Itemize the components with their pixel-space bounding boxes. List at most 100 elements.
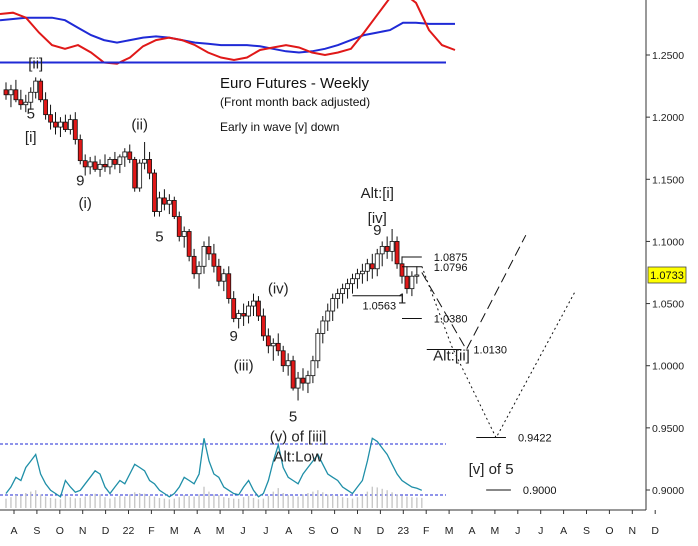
projection-paths (421, 234, 576, 439)
candle-body-up (325, 310, 331, 322)
candle-body-up (8, 89, 14, 96)
x-tick-label: J (240, 525, 245, 537)
candle (305, 370, 311, 394)
y-tick-label: 1.2000 (652, 112, 684, 124)
candle (28, 87, 34, 110)
candle-body-down (394, 241, 400, 265)
dotted-projection (421, 266, 576, 439)
x-tick-label: M (216, 525, 225, 537)
candle-body-up (107, 158, 113, 168)
x-tick-label: J (538, 525, 543, 537)
candle (394, 236, 400, 269)
candle (67, 114, 73, 135)
candle-body-up (246, 305, 251, 317)
candle-body-down (216, 265, 222, 282)
x-tick-label: N (629, 525, 637, 537)
level-label: 1.0563 (363, 301, 397, 313)
candle-body-up (285, 360, 291, 367)
candle (290, 355, 296, 391)
x-tick-label: M (445, 525, 454, 537)
wave-label: Alt:Low (273, 448, 322, 465)
candle (72, 112, 78, 145)
candle (33, 77, 39, 99)
candle (369, 253, 375, 279)
x-tick-label: A (560, 525, 567, 537)
oscillator-line (5, 437, 423, 498)
x-tick-label: O (331, 525, 339, 537)
blue-moving-average (0, 16, 455, 54)
candle-body-down (92, 161, 98, 170)
candle (345, 278, 350, 299)
candle-body-down (290, 360, 296, 389)
candle-body-up (374, 253, 380, 270)
y-tick-label: 0.9500 (652, 423, 684, 435)
candle (132, 156, 138, 192)
candle (142, 142, 148, 170)
candle-body-up (157, 197, 162, 213)
wave-label: 5 (289, 409, 297, 426)
candle (384, 236, 390, 259)
wave-label: 1 (398, 291, 406, 308)
candle (265, 328, 271, 354)
last-price-label: 1.0733 (650, 270, 684, 282)
candle-body-up (58, 121, 63, 128)
candle (280, 345, 286, 372)
x-tick-label: S (33, 525, 40, 537)
wave-label: Alt:[ii] (433, 348, 470, 365)
candle (112, 151, 118, 170)
candle-body-down (186, 231, 192, 257)
wave-label: 5 (155, 228, 163, 245)
candle-body-up (359, 270, 365, 275)
x-tick-label: D (377, 525, 385, 537)
candle (13, 79, 19, 103)
chart-subtitle: (Front month back adjusted) (220, 95, 370, 109)
candle-body-down (161, 197, 167, 205)
candle-body-down (112, 158, 118, 165)
x-tick-label: S (308, 525, 315, 537)
candle-body-down (265, 335, 271, 347)
candle-body-down (152, 172, 157, 212)
y-tick-label: 1.1500 (652, 174, 684, 186)
candle (166, 194, 172, 215)
candle-body-up (389, 241, 395, 252)
candle-body-up (320, 320, 326, 334)
candle (310, 355, 316, 384)
candle (325, 303, 331, 331)
candle-body-up (355, 273, 360, 280)
level-label: 1.0130 (473, 345, 507, 357)
candle (285, 353, 291, 376)
candle-body-up (345, 283, 350, 290)
level-label: 1.0380 (434, 313, 468, 325)
candle-body-up (335, 293, 341, 299)
candle (364, 258, 370, 282)
chart-title: Euro Futures - Weekly (220, 75, 369, 92)
candle (241, 303, 247, 326)
candle (409, 271, 415, 297)
candle-body-down (102, 163, 108, 168)
candle (201, 241, 207, 274)
candle (300, 368, 306, 391)
candle (216, 258, 222, 287)
wave-label: 9 (230, 328, 238, 345)
candle-body-down (256, 300, 261, 317)
candle-body-up (330, 298, 336, 312)
candle-body-up (340, 288, 346, 295)
candle (127, 144, 133, 164)
candle (107, 156, 113, 175)
candle-body-up (310, 360, 316, 377)
candle (256, 296, 261, 321)
candle-body-down (132, 158, 138, 189)
candle (8, 84, 14, 108)
candle (359, 263, 365, 284)
x-tick-label: M (491, 525, 500, 537)
candle-body-down (369, 263, 375, 270)
candle (53, 112, 58, 135)
candle-body-up (350, 278, 355, 285)
candle (246, 301, 251, 324)
candlesticks (3, 77, 420, 401)
level-label: 0.9422 (518, 433, 552, 445)
x-tick-label: A (285, 525, 292, 537)
candle (330, 293, 336, 321)
candle-body-up (97, 163, 103, 170)
